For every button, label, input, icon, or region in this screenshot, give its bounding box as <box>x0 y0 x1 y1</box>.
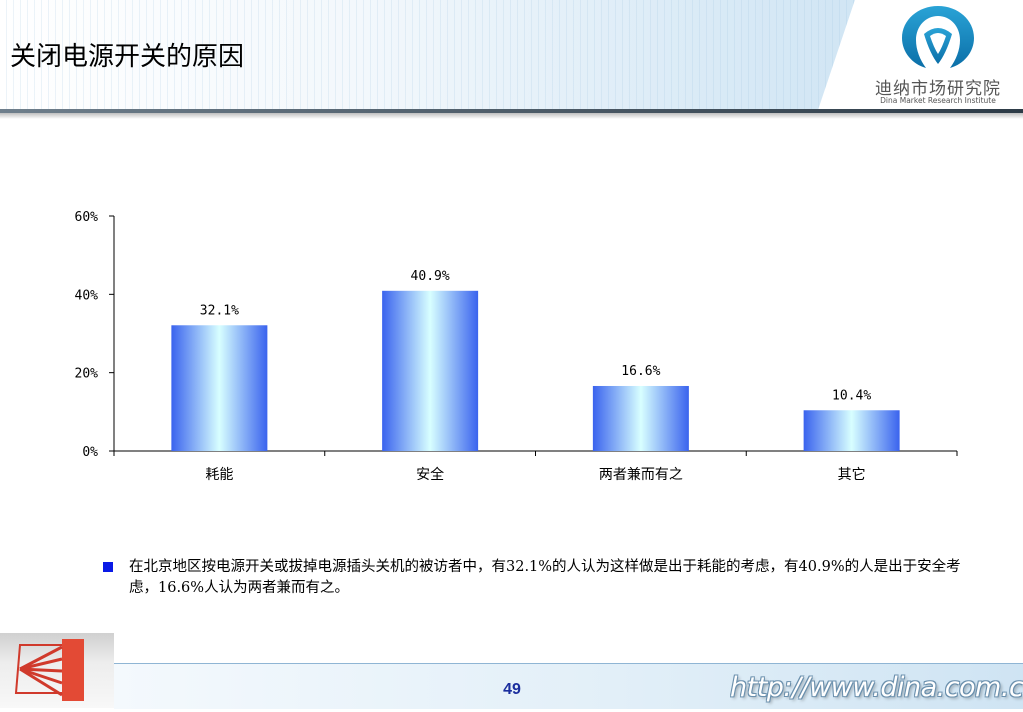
x-category-label: 两者兼而有之 <box>599 467 683 483</box>
summary-text: 在北京地区按电源开关或拔掉电源插头关机的被访者中，有32.1%的人认为这样做是出… <box>129 559 961 596</box>
bar <box>382 290 479 451</box>
website-url[interactable]: http://www.dina.com.cn <box>730 672 1023 703</box>
bar-value-label: 32.1% <box>200 303 239 318</box>
dina-logo-icon <box>902 6 974 68</box>
bar <box>592 385 689 451</box>
page-title: 关闭电源开关的原因 <box>10 42 245 72</box>
company-logo <box>0 633 114 708</box>
logo-chinese-name: 迪纳市场研究院 <box>875 79 1001 99</box>
bullet-square <box>103 562 113 572</box>
y-tick-label: 40% <box>75 288 99 303</box>
header-shadow <box>0 113 1023 119</box>
bar <box>171 325 268 451</box>
y-tick-label: 60% <box>75 210 99 225</box>
header-rule <box>0 109 1023 113</box>
bar-value-label: 16.6% <box>621 364 660 379</box>
y-tick-label: 0% <box>82 445 98 460</box>
bar <box>803 410 900 451</box>
logo-english-name: Dina Market Research Institute <box>880 96 996 105</box>
bar-value-label: 10.4% <box>832 388 871 403</box>
dina-logo: 迪纳市场研究院 Dina Market Research Institute <box>858 4 1018 108</box>
x-category-label: 其它 <box>838 466 866 483</box>
footer-band <box>114 663 1023 709</box>
bar-chart: 0% 20% 40% 60% 32.1% 耗能 40.9% 安全 16.6% 两者兼而有之 10.4… <box>75 210 958 483</box>
page-number: 49 <box>503 681 521 698</box>
x-category-label: 耗能 <box>205 467 233 483</box>
company-logo-icon <box>14 639 84 701</box>
bar-value-label: 40.9% <box>411 269 450 284</box>
y-tick-label: 20% <box>75 367 99 382</box>
x-category-label: 安全 <box>416 466 444 483</box>
